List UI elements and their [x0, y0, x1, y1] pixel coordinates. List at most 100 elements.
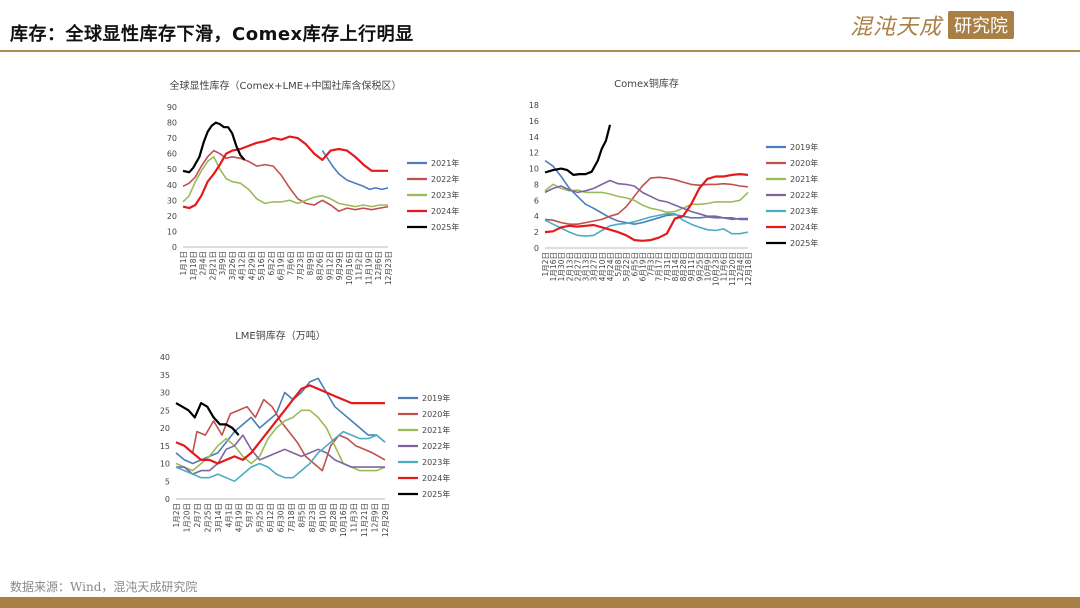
x-tick-label: 1月2日	[541, 252, 550, 277]
x-tick-label: 1月20日	[182, 503, 191, 532]
legend-label: 2021年	[422, 425, 450, 435]
series-line	[544, 176, 749, 225]
x-tick-label: 11月20日	[728, 252, 737, 286]
x-tick-label: 12月4日	[736, 252, 745, 281]
footer-bar	[0, 597, 1080, 608]
x-tick-label: 10月16日	[345, 251, 354, 285]
x-tick-label: 11月21日	[360, 503, 369, 537]
y-tick-label: 70	[167, 134, 177, 143]
x-tick-label: 9月11日	[687, 252, 696, 281]
y-tick-label: 0	[165, 495, 170, 504]
x-tick-label: 1月30日	[557, 252, 566, 281]
x-tick-label: 3月13日	[582, 252, 591, 281]
x-tick-label: 4月19日	[235, 503, 244, 532]
y-tick-label: 0	[172, 243, 177, 252]
y-tick-label: 90	[167, 103, 177, 112]
logo-text: 混沌天成	[850, 15, 943, 40]
y-tick-label: 60	[167, 150, 177, 159]
x-tick-label: 7月3日	[647, 252, 656, 277]
y-tick-label: 10	[529, 165, 539, 174]
logo-box: 研究院	[948, 11, 1015, 39]
x-tick-label: 8月28日	[679, 252, 688, 281]
x-tick-label: 2月7日	[193, 503, 202, 528]
x-tick-label: 11月2日	[355, 251, 364, 280]
x-tick-label: 3月9日	[218, 251, 227, 276]
series-line	[175, 430, 386, 483]
x-tick-label: 7月31日	[663, 252, 672, 281]
x-tick-label: 12月18日	[744, 252, 753, 286]
x-tick-label: 7月18日	[287, 503, 296, 532]
header-divider	[0, 50, 1080, 52]
x-tick-label: 1月1日	[179, 251, 188, 276]
x-tick-label: 10月9日	[703, 252, 712, 281]
legend-label: 2019年	[790, 142, 818, 152]
x-tick-label: 4月12日	[238, 251, 247, 280]
x-tick-label: 2月21日	[208, 251, 217, 280]
y-tick-label: 20	[167, 212, 177, 221]
x-tick-label: 8月14日	[671, 252, 680, 281]
y-tick-label: 8	[534, 180, 539, 189]
x-tick-label: 4月1日	[224, 503, 233, 528]
y-tick-label: 40	[160, 353, 170, 362]
series-line	[182, 135, 388, 210]
y-tick-label: 14	[529, 133, 539, 142]
x-tick-label: 5月16日	[257, 251, 266, 280]
legend-label: 2024年	[422, 473, 450, 483]
series-line	[175, 402, 240, 436]
page-title: 库存：全球显性库存下滑，Comex库存上行明显	[10, 24, 414, 45]
x-tick-label: 3月26日	[228, 251, 237, 280]
series-line	[175, 398, 386, 472]
y-tick-label: 80	[167, 119, 177, 128]
y-tick-label: 35	[160, 371, 170, 380]
y-tick-label: 4	[534, 212, 539, 221]
x-tick-label: 5月22日	[622, 252, 631, 281]
y-tick-label: 2	[534, 228, 539, 237]
x-tick-label: 9月10日	[318, 503, 327, 532]
legend-label: 2024年	[431, 206, 459, 216]
y-tick-label: 25	[160, 406, 170, 415]
source-note: 数据来源：Wind，混沌天成研究院	[10, 580, 198, 594]
x-tick-label: 9月25日	[695, 252, 704, 281]
x-tick-label: 6月12日	[266, 503, 275, 532]
x-tick-label: 12月23日	[384, 251, 393, 285]
y-tick-label: 20	[160, 424, 170, 433]
x-tick-label: 10月16日	[339, 503, 348, 537]
x-tick-label: 1月16日	[549, 252, 558, 281]
x-tick-label: 4月24日	[606, 252, 615, 281]
x-tick-label: 11月3日	[350, 503, 359, 532]
y-tick-label: 18	[529, 101, 539, 110]
legend-label: 2022年	[422, 441, 450, 451]
y-tick-label: 15	[160, 442, 170, 451]
legend-label: 2021年	[790, 174, 818, 184]
y-tick-label: 10	[160, 460, 170, 469]
x-tick-label: 1月18日	[189, 251, 198, 280]
legend-label: 2023年	[790, 206, 818, 216]
x-tick-label: 4月10日	[598, 252, 607, 281]
series-line	[544, 124, 612, 176]
x-tick-label: 7月23日	[296, 251, 305, 280]
legend-label: 2021年	[431, 158, 459, 168]
series-line	[544, 173, 749, 242]
legend-label: 2025年	[422, 489, 450, 499]
x-tick-label: 10月23日	[712, 252, 721, 286]
y-tick-label: 5	[165, 477, 170, 486]
legend-label: 2023年	[422, 457, 450, 467]
legend-label: 2019年	[422, 393, 450, 403]
x-tick-label: 11月6日	[720, 252, 729, 281]
legend-label: 2024年	[790, 222, 818, 232]
x-tick-label: 5月25日	[256, 503, 265, 532]
y-tick-label: 16	[529, 117, 539, 126]
y-tick-label: 12	[529, 149, 539, 158]
x-tick-label: 6月2日	[267, 251, 276, 276]
y-tick-label: 50	[167, 165, 177, 174]
legend-label: 2023年	[431, 190, 459, 200]
x-tick-label: 6月19日	[638, 252, 647, 281]
legend-label: 2022年	[431, 174, 459, 184]
y-tick-label: 10	[167, 227, 177, 236]
x-tick-label: 6月19日	[277, 251, 286, 280]
y-tick-label: 0	[534, 244, 539, 253]
x-tick-label: 11月19日	[364, 251, 373, 285]
series-line	[544, 183, 749, 214]
x-tick-label: 12月6日	[374, 251, 383, 280]
